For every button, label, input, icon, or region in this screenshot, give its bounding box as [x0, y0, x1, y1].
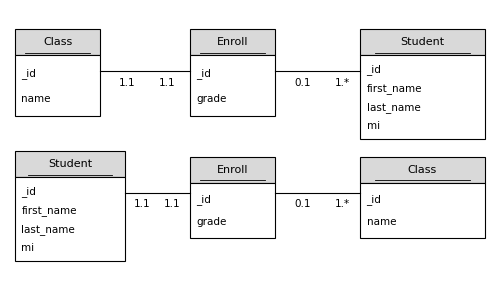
Text: 1.1: 1.1 [164, 200, 181, 209]
Text: mi: mi [366, 121, 380, 131]
Text: mi: mi [22, 243, 35, 253]
Bar [15, 29, 100, 55]
Text: grade: grade [196, 93, 227, 104]
Bar [190, 183, 275, 238]
Bar [15, 177, 125, 261]
Text: _id: _id [366, 194, 382, 205]
Text: 0.1: 0.1 [294, 200, 311, 209]
Bar [360, 29, 485, 55]
Bar [190, 157, 275, 183]
Text: Enroll: Enroll [217, 165, 248, 175]
Bar [190, 55, 275, 116]
Text: name: name [22, 93, 51, 104]
Text: Student: Student [48, 159, 92, 169]
Text: last_name: last_name [22, 224, 75, 235]
Bar [190, 29, 275, 55]
Text: first_name: first_name [22, 205, 77, 216]
Text: 1.1: 1.1 [134, 200, 151, 209]
Text: 1.*: 1.* [335, 200, 350, 209]
Text: 1.1: 1.1 [119, 78, 136, 88]
Text: Class: Class [408, 165, 437, 175]
Text: first_name: first_name [366, 83, 422, 94]
Text: 1.*: 1.* [335, 78, 350, 88]
Bar [360, 183, 485, 238]
Bar [15, 55, 100, 116]
Bar [360, 55, 485, 139]
Text: last_name: last_name [366, 102, 420, 113]
Text: _id: _id [196, 68, 212, 79]
Text: 1.1: 1.1 [159, 78, 176, 88]
Text: name: name [366, 217, 396, 227]
Text: 0.1: 0.1 [294, 78, 311, 88]
Text: _id: _id [22, 68, 36, 79]
Text: grade: grade [196, 217, 227, 227]
Bar [360, 157, 485, 183]
Bar [15, 151, 125, 177]
Text: _id: _id [196, 194, 212, 205]
Text: _id: _id [22, 186, 36, 197]
Text: Student: Student [400, 37, 444, 47]
Text: Enroll: Enroll [217, 37, 248, 47]
Text: _id: _id [366, 64, 382, 75]
Text: Class: Class [43, 37, 72, 47]
